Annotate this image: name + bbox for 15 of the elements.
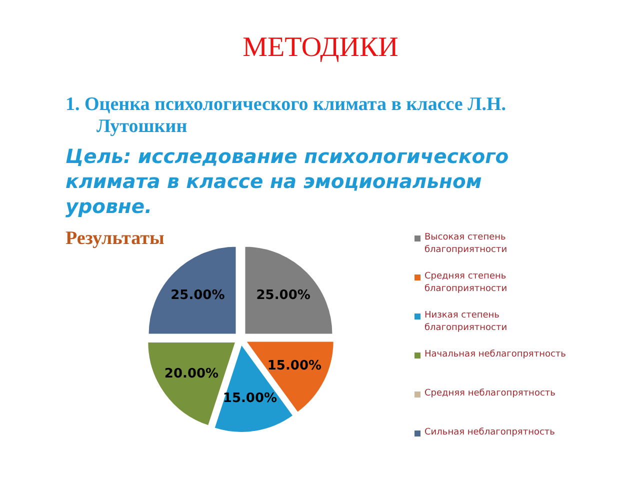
data-label: 25.00% <box>170 288 225 304</box>
legend-label: Низкая степень благоприятности <box>424 310 508 333</box>
data-label: 25.00% <box>256 288 310 304</box>
legend-label: Сильная неблагопрятность <box>424 428 555 438</box>
text: Цель: исследование психологического климата в классе на эмоциональном уровне. <box>66 145 509 218</box>
legend-label: Средняя степень благоприятности <box>424 272 508 294</box>
text: Результаты <box>66 228 164 249</box>
chart-title: МЕТОДИКИ <box>242 32 398 63</box>
legend-label: Начальная неблагопрятность <box>424 350 566 360</box>
legend-label: Высокая степень благоприятности <box>424 232 508 255</box>
data-label: 15.00% <box>222 390 278 406</box>
data-label: 15.00% <box>267 358 322 374</box>
legend-label: Средняя неблагопрятность <box>424 388 556 398</box>
chart-subtitle: 1. Оценка психологического климата в классе Л.Н. Лутошкин <box>66 94 506 137</box>
data-label: 20.00% <box>164 366 219 382</box>
